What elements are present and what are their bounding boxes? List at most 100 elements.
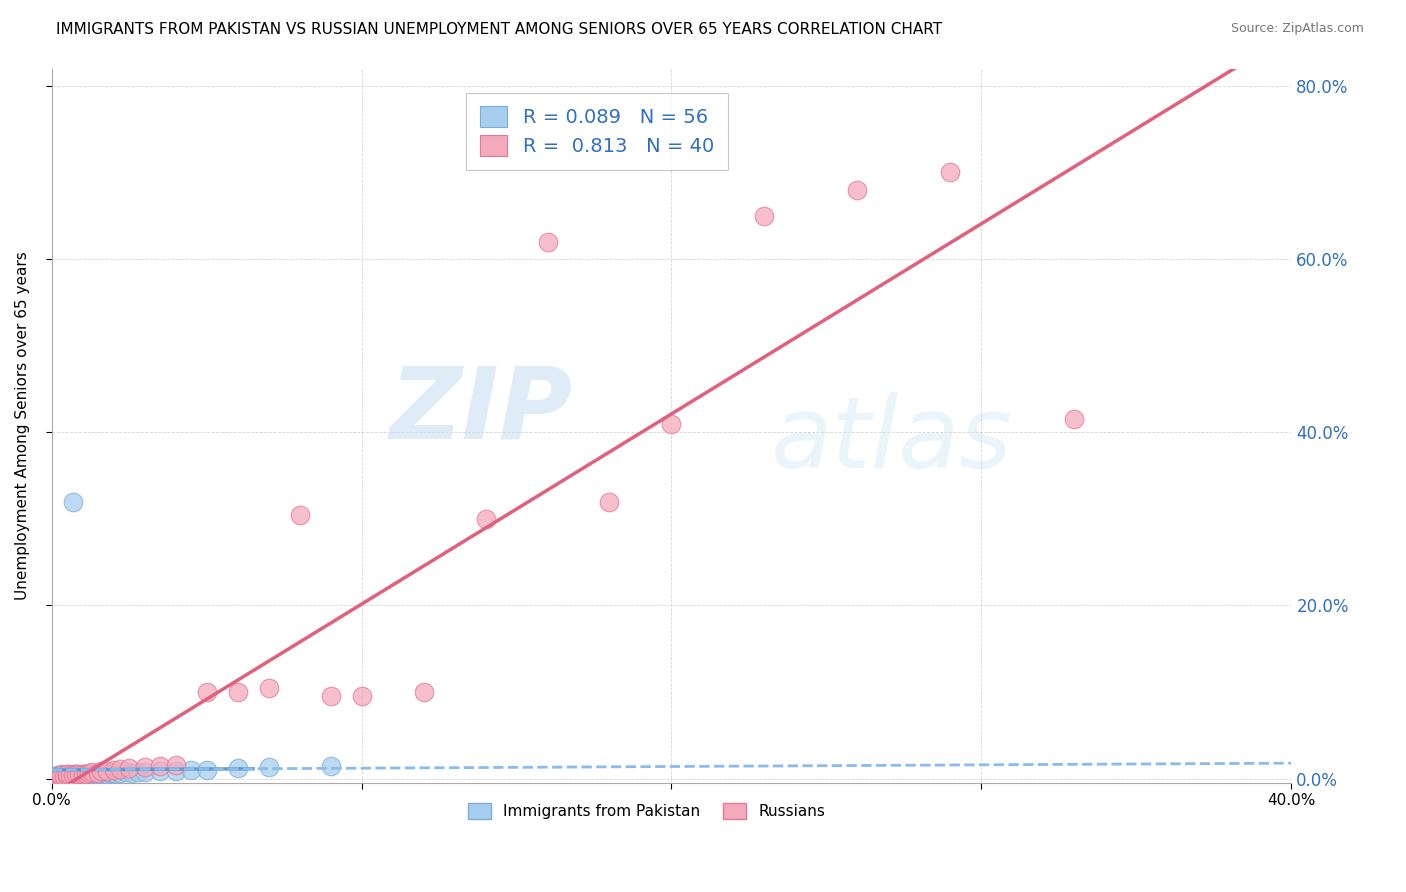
Point: [350, 690, 373, 704]
Point: [49, 768, 72, 782]
Text: IMMIGRANTS FROM PAKISTAN VS RUSSIAN UNEMPLOYMENT AMONG SENIORS OVER 65 YEARS COR: IMMIGRANTS FROM PAKISTAN VS RUSSIAN UNEM…: [56, 22, 942, 37]
Point: [598, 494, 620, 508]
Point: [77, 768, 100, 782]
Point: [180, 763, 202, 777]
Point: [52, 769, 75, 783]
Point: [67, 768, 90, 782]
Point: [226, 761, 249, 775]
Point: [87, 766, 110, 780]
Point: [59, 769, 82, 783]
Point: [49, 768, 72, 782]
Point: [121, 765, 143, 780]
Point: [257, 760, 280, 774]
Point: [56, 769, 79, 783]
Point: [226, 685, 249, 699]
Point: [134, 764, 156, 779]
Point: [100, 765, 122, 780]
Point: [93, 766, 115, 780]
Point: [257, 681, 280, 695]
Point: [62, 770, 84, 784]
Y-axis label: Unemployment Among Seniors over 65 years: Unemployment Among Seniors over 65 years: [15, 252, 30, 600]
Text: atlas: atlas: [770, 392, 1012, 489]
Point: [44, 769, 66, 783]
Point: [412, 685, 434, 699]
Point: [939, 165, 962, 179]
Point: [49, 767, 72, 781]
Point: [59, 770, 82, 784]
Point: [62, 769, 84, 783]
Point: [46, 769, 69, 783]
Point: [46, 771, 69, 785]
Point: [165, 764, 187, 778]
Point: [49, 769, 72, 783]
Legend: Immigrants from Pakistan, Russians: Immigrants from Pakistan, Russians: [463, 797, 831, 825]
Point: [87, 765, 110, 780]
Point: [165, 757, 187, 772]
Point: [65, 769, 87, 783]
Point: [149, 758, 172, 772]
Point: [62, 767, 84, 781]
Point: [108, 762, 131, 776]
Point: [46, 768, 69, 782]
Point: [288, 508, 311, 522]
Point: [59, 768, 82, 782]
Text: Source: ZipAtlas.com: Source: ZipAtlas.com: [1230, 22, 1364, 36]
Point: [195, 685, 218, 699]
Point: [44, 771, 66, 785]
Point: [127, 764, 149, 779]
Point: [56, 769, 79, 783]
Point: [75, 766, 97, 780]
Point: [77, 765, 100, 780]
Point: [80, 764, 103, 779]
Point: [67, 766, 90, 780]
Point: [846, 183, 869, 197]
Point: [80, 767, 103, 781]
Point: [103, 763, 125, 777]
Text: ZIP: ZIP: [389, 363, 572, 460]
Point: [134, 759, 156, 773]
Point: [474, 512, 496, 526]
Point: [56, 767, 79, 781]
Point: [72, 766, 94, 780]
Point: [65, 767, 87, 781]
Point: [96, 766, 118, 780]
Point: [46, 770, 69, 784]
Point: [49, 770, 72, 784]
Point: [52, 768, 75, 782]
Point: [195, 763, 218, 777]
Point: [108, 765, 131, 780]
Point: [319, 690, 342, 704]
Point: [115, 764, 138, 779]
Point: [90, 764, 112, 778]
Point: [72, 769, 94, 783]
Point: [90, 767, 112, 781]
Point: [62, 494, 84, 508]
Point: [44, 771, 66, 785]
Point: [118, 761, 141, 775]
Point: [754, 209, 776, 223]
Point: [59, 768, 82, 782]
Point: [75, 768, 97, 782]
Point: [319, 758, 342, 772]
Point: [661, 417, 683, 431]
Point: [65, 766, 87, 780]
Point: [84, 767, 107, 781]
Point: [56, 767, 79, 781]
Point: [49, 769, 72, 783]
Point: [56, 770, 79, 784]
Point: [52, 770, 75, 784]
Point: [49, 771, 72, 785]
Point: [72, 767, 94, 781]
Point: [49, 770, 72, 784]
Point: [96, 764, 118, 778]
Point: [56, 771, 79, 785]
Point: [46, 769, 69, 783]
Point: [536, 235, 558, 249]
Point: [149, 764, 172, 778]
Point: [65, 770, 87, 784]
Point: [44, 770, 66, 784]
Point: [103, 765, 125, 780]
Point: [67, 769, 90, 783]
Point: [62, 768, 84, 782]
Point: [46, 770, 69, 784]
